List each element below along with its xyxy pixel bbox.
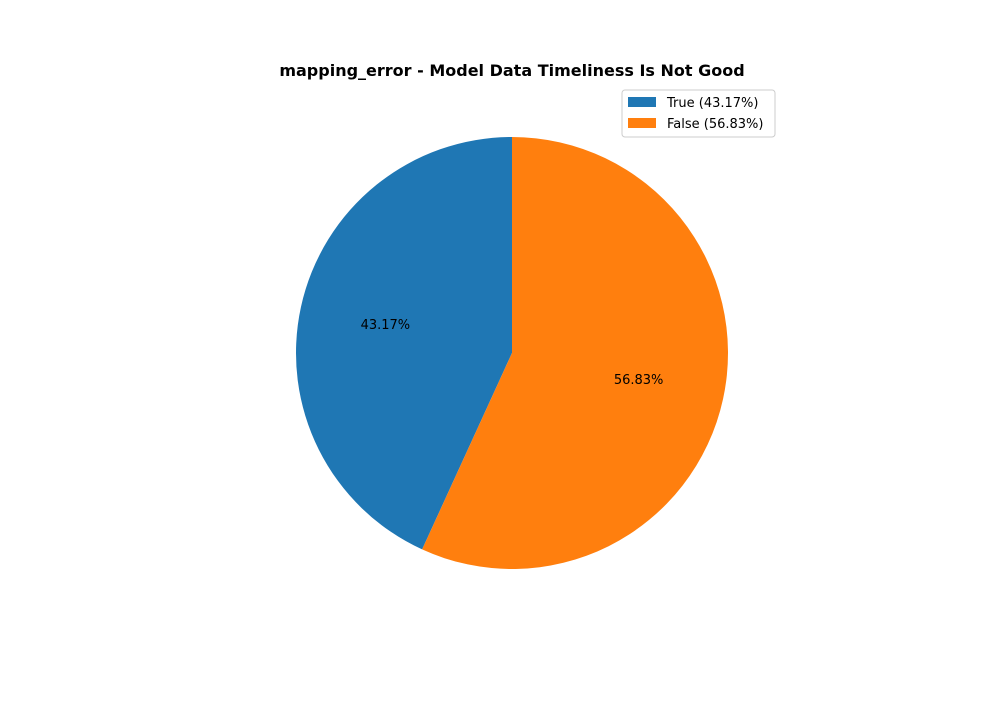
slice-label-true: 43.17%: [361, 318, 411, 333]
legend-frame: [621, 89, 776, 138]
pie-slice-false: [422, 137, 729, 569]
legend: True (43.17%) False (56.83%): [621, 89, 776, 138]
legend-swatch-true: [628, 97, 656, 107]
legend-swatch-false: [628, 118, 656, 128]
pie-slice-true: [296, 137, 512, 550]
pie-slice-labels: 43.17% 56.83%: [361, 318, 664, 388]
legend-entries: True (43.17%) False (56.83%): [628, 96, 763, 132]
chart-title: mapping_error - Model Data Timeliness Is…: [279, 61, 744, 80]
pie-slices: [296, 137, 729, 569]
legend-label-false: False (56.83%): [667, 117, 763, 132]
legend-label-true: True (43.17%): [666, 96, 758, 111]
slice-label-false: 56.83%: [614, 373, 664, 388]
